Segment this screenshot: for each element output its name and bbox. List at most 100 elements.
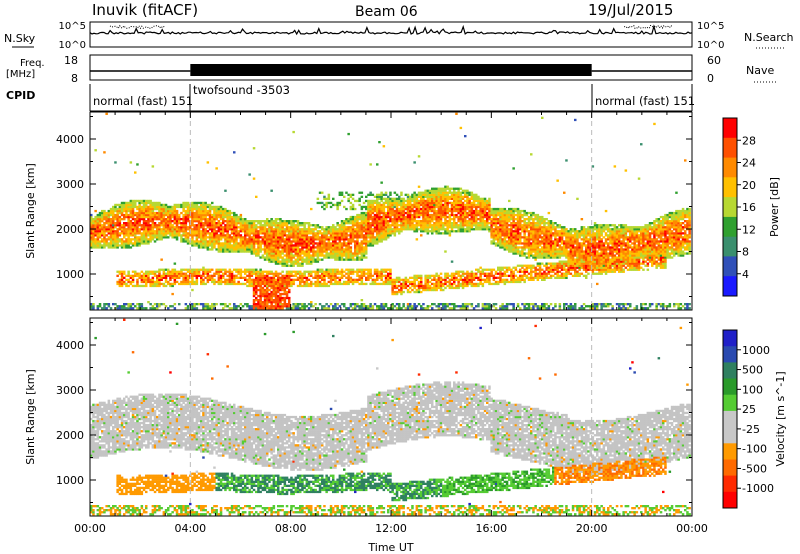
power-cell — [468, 193, 471, 196]
power-cell — [402, 197, 405, 200]
power-cell — [316, 280, 320, 284]
power-cell — [252, 288, 256, 292]
power-cell — [180, 224, 183, 227]
power-cell — [270, 236, 273, 239]
power-cell — [437, 280, 441, 284]
power-cell — [358, 244, 361, 247]
power-cell — [149, 201, 152, 205]
power-cell — [393, 218, 397, 221]
power-cell — [261, 272, 265, 275]
power-cell — [178, 274, 181, 277]
power-cell — [340, 276, 344, 279]
power-cell — [431, 228, 434, 231]
power-cell — [360, 303, 364, 306]
power-cell — [299, 280, 302, 284]
power-cell — [415, 228, 419, 231]
power-cell — [255, 296, 258, 300]
power-cell — [290, 280, 293, 284]
power-cell — [195, 201, 199, 205]
power-cell — [371, 274, 375, 277]
power-cell — [380, 234, 383, 237]
power-cell — [107, 215, 111, 219]
power-cell — [197, 222, 201, 225]
power-cell — [101, 220, 104, 223]
power-cell — [233, 246, 236, 249]
power-cell — [323, 248, 326, 251]
power-cell — [270, 260, 273, 263]
power-cell — [442, 278, 445, 281]
power-cell — [156, 205, 159, 209]
power-cell — [257, 303, 260, 306]
power-cell — [305, 228, 309, 231]
power-cell — [259, 278, 262, 281]
power-cell — [453, 282, 456, 286]
power-cell — [459, 220, 463, 223]
power-cell — [246, 240, 249, 243]
power-cell — [263, 246, 267, 249]
power-cell — [101, 218, 104, 221]
power-cell — [406, 226, 410, 229]
power-cell — [358, 252, 361, 255]
power-cell — [268, 292, 271, 296]
power-cell — [413, 280, 416, 284]
power-cell — [138, 274, 141, 277]
power-cell — [140, 305, 144, 308]
power-cell — [259, 280, 262, 284]
power-cell — [285, 290, 289, 294]
power-cell — [312, 260, 315, 263]
power-cell — [411, 199, 414, 203]
power-cell — [415, 201, 419, 205]
power-cell — [380, 207, 383, 211]
power-cell — [277, 222, 280, 225]
power-cell — [283, 258, 287, 261]
power-cell — [413, 220, 416, 223]
power-cell — [175, 228, 179, 231]
power-cell — [255, 232, 258, 235]
power-cell — [206, 213, 210, 217]
power-cell — [404, 220, 408, 223]
power-cell — [464, 203, 467, 207]
power-cell — [470, 209, 474, 213]
power-cell — [268, 252, 271, 255]
power-cell — [450, 224, 454, 227]
power-cell — [200, 203, 203, 207]
power-cell — [303, 250, 306, 253]
power-cell — [123, 307, 126, 310]
power-cell — [270, 301, 273, 304]
power-cell — [340, 268, 344, 271]
power-cell — [384, 222, 388, 225]
power-cell — [147, 209, 150, 213]
power-cell — [255, 230, 258, 233]
power-cell — [272, 274, 276, 277]
power-cell — [279, 244, 282, 247]
power-cell — [162, 236, 166, 239]
power-cell — [428, 199, 432, 203]
power-cell — [457, 215, 460, 219]
power-cell — [114, 205, 117, 209]
power-cell — [376, 305, 379, 308]
power-cell — [360, 244, 364, 247]
power-cell — [349, 205, 353, 209]
power-cell — [349, 215, 353, 219]
power-cell — [310, 238, 313, 241]
power-cell — [446, 205, 449, 209]
power-cell — [261, 228, 265, 231]
power-cell — [156, 238, 159, 241]
power-cell — [105, 238, 108, 241]
power-cell — [362, 238, 366, 241]
power-cell — [446, 197, 449, 200]
power-cell — [466, 189, 469, 192]
power-cell — [193, 215, 196, 219]
power-cell — [340, 238, 344, 241]
power-cell — [171, 292, 174, 296]
power-cell — [321, 226, 324, 229]
power-cell — [125, 228, 128, 231]
power-cell — [274, 240, 278, 243]
power-cell — [310, 272, 313, 275]
power-cell — [305, 258, 309, 261]
power-cell — [450, 230, 454, 233]
power-cell — [301, 260, 304, 263]
power-cell — [160, 234, 163, 237]
power-cell — [327, 193, 331, 196]
power-cell — [415, 222, 419, 225]
